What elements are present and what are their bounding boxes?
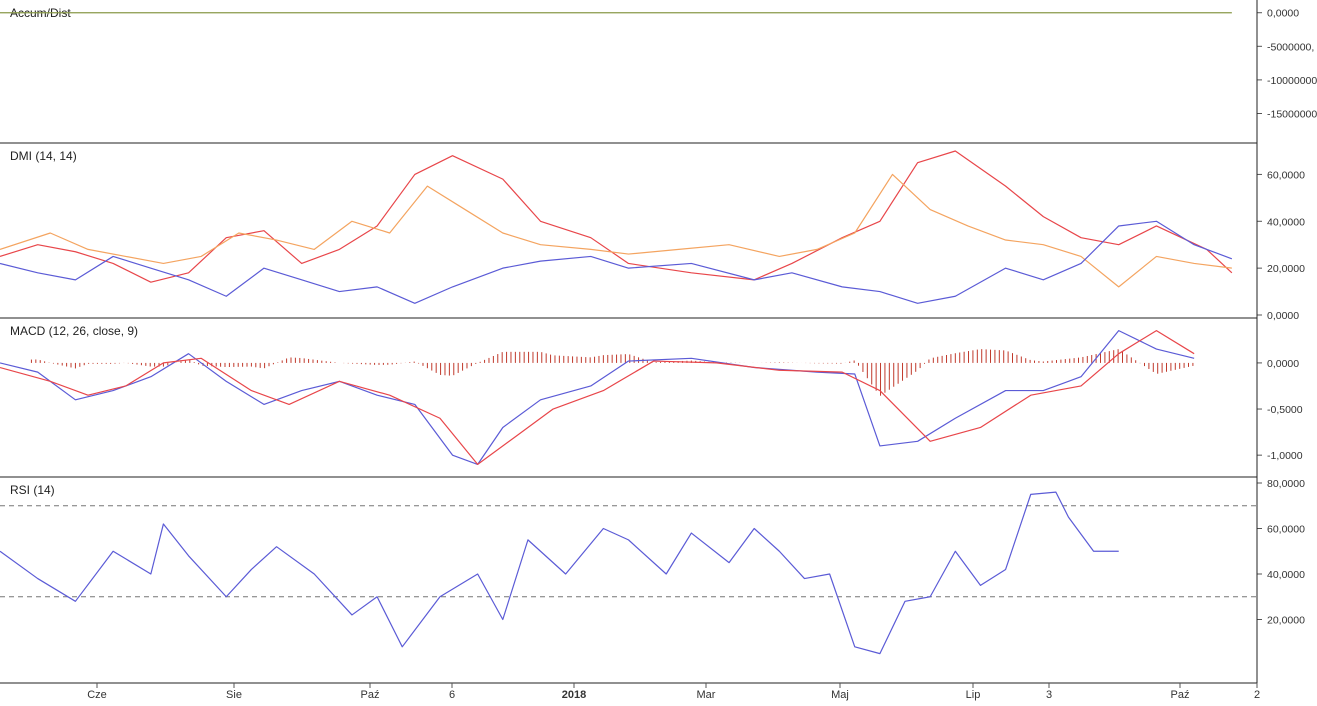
panel-title: DMI (14, 14) (10, 149, 77, 163)
panel-title: MACD (12, 26, close, 9) (10, 324, 138, 338)
y-tick-label: 60,0000 (1267, 169, 1305, 181)
series-line (0, 221, 1232, 303)
x-tick-label: Cze (87, 689, 107, 701)
series-line (0, 331, 1194, 465)
panel-4: RSI (14) 20,0000 40,0000 60,0000 80,0000 (0, 478, 1305, 683)
x-tick-label: 6 (449, 689, 455, 701)
x-tick-label: 3 (1046, 689, 1052, 701)
x-tick-label: 2018 (562, 689, 586, 701)
y-tick-label: 20,0000 (1267, 615, 1305, 627)
series-line (0, 174, 1232, 286)
y-tick-label: 40,0000 (1267, 569, 1305, 581)
y-tick-label: -15000000 (1267, 108, 1317, 120)
x-tick-label: Maj (831, 689, 849, 701)
x-tick-label: Lip (966, 689, 981, 701)
series-line (0, 151, 1232, 282)
x-tick-label: Paź (361, 689, 380, 701)
y-tick-label: 80,0000 (1267, 478, 1305, 490)
series-line (0, 331, 1194, 465)
panel-3: MACD (12, 26, close, 9) 0,0000 -0,5000 -1,0… (0, 324, 1303, 477)
y-tick-label: -5000000, (1267, 41, 1314, 53)
y-tick-label: -0,5000 (1267, 404, 1303, 416)
y-tick-label: 60,0000 (1267, 524, 1305, 536)
y-tick-label: 40,0000 (1267, 216, 1305, 228)
x-axis: Cze Sie Paź 6 2018 Mar Maj Lip 3 Paź 2 (87, 683, 1260, 701)
y-tick-label: 0,0000 (1267, 310, 1299, 322)
panel-2: DMI (14, 14) 0,0000 20,0000 40,0000 60,0000 (0, 149, 1305, 322)
y-tick-label: 0,0000 (1267, 8, 1299, 20)
x-tick-label: Sie (226, 689, 242, 701)
y-tick-label: 0,0000 (1267, 358, 1299, 370)
y-tick-label: -10000000 (1267, 75, 1317, 87)
y-tick-label: -1,0000 (1267, 450, 1303, 462)
series-line (0, 492, 1119, 654)
x-tick-label: Mar (697, 689, 716, 701)
panel-title: RSI (14) (10, 483, 55, 497)
x-tick-label: 2 (1254, 689, 1260, 701)
x-tick-label: Paź (1171, 689, 1190, 701)
y-tick-label: 20,0000 (1267, 263, 1305, 275)
